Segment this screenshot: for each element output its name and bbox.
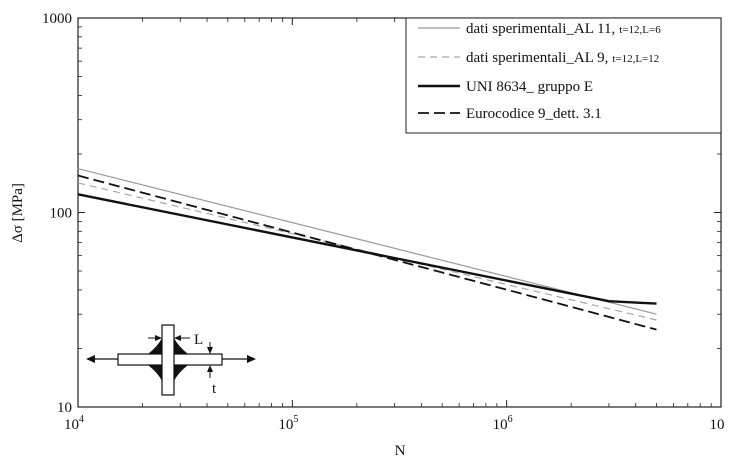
series-line-3 <box>77 193 657 305</box>
legend-entry-3: UNI 8634_ gruppo E <box>466 79 593 95</box>
x-tick-exponent: 4 <box>79 414 84 425</box>
legend-entry-name: UNI 8634_ gruppo E <box>466 79 593 95</box>
x-tick-label: 104 <box>64 414 84 433</box>
x-tick-label: 10 <box>710 417 725 433</box>
y-axis-label: Δσ [MPa] <box>10 183 26 243</box>
x-tick-exponent: 5 <box>293 414 298 425</box>
inset-dim-t-label: t <box>212 381 217 397</box>
x-tick-base: 10 <box>278 417 293 433</box>
inset-arrow-right-head <box>247 355 256 363</box>
x-tick-base: 10 <box>64 417 79 433</box>
inset-dim-t-head-top <box>207 347 213 354</box>
legend-entry-name: dati sperimentali_AL 11, <box>466 21 615 37</box>
x-tick-label: 106 <box>493 414 513 433</box>
series-line-1 <box>77 168 657 315</box>
legend-entry-params: t=12,L=12 <box>612 53 659 65</box>
x-axis-label: N <box>395 443 406 459</box>
series-line-2 <box>77 182 657 321</box>
y-tick-label: 10 <box>57 400 72 416</box>
legend-entry-2: dati sperimentali_AL 9, t=12,L=12 <box>466 50 659 66</box>
inset-dim-L-label: L <box>194 332 203 348</box>
legend-entry-1: dati sperimentali_AL 11, t=12,L=6 <box>466 21 661 37</box>
x-tick-base: 10 <box>493 417 508 433</box>
legend-entry-name: Eurocodice 9_dett. 3.1 <box>466 106 602 122</box>
x-tick-base: 10 <box>710 417 725 433</box>
inset-cross-plate <box>161 324 175 396</box>
legend-entry-name: dati sperimentali_AL 9, <box>466 50 608 66</box>
series-lines <box>77 168 657 331</box>
inset-dim-t-head-bottom <box>207 365 213 372</box>
inset-dim-L-head-left <box>155 335 162 341</box>
legend-entry-4: Eurocodice 9_dett. 3.1 <box>466 106 602 122</box>
legend-entry-params: t=12,L=6 <box>619 24 661 36</box>
x-tick-exponent: 6 <box>508 414 513 425</box>
y-tick-label: 100 <box>50 206 73 222</box>
y-tick-label: 1000 <box>42 11 72 27</box>
inset-dim-L-head-right <box>174 335 181 341</box>
series-line-4 <box>77 174 657 331</box>
x-tick-label: 105 <box>278 414 298 433</box>
specimen-inset: L t <box>86 324 256 397</box>
inset-arrow-left-head <box>86 355 95 363</box>
